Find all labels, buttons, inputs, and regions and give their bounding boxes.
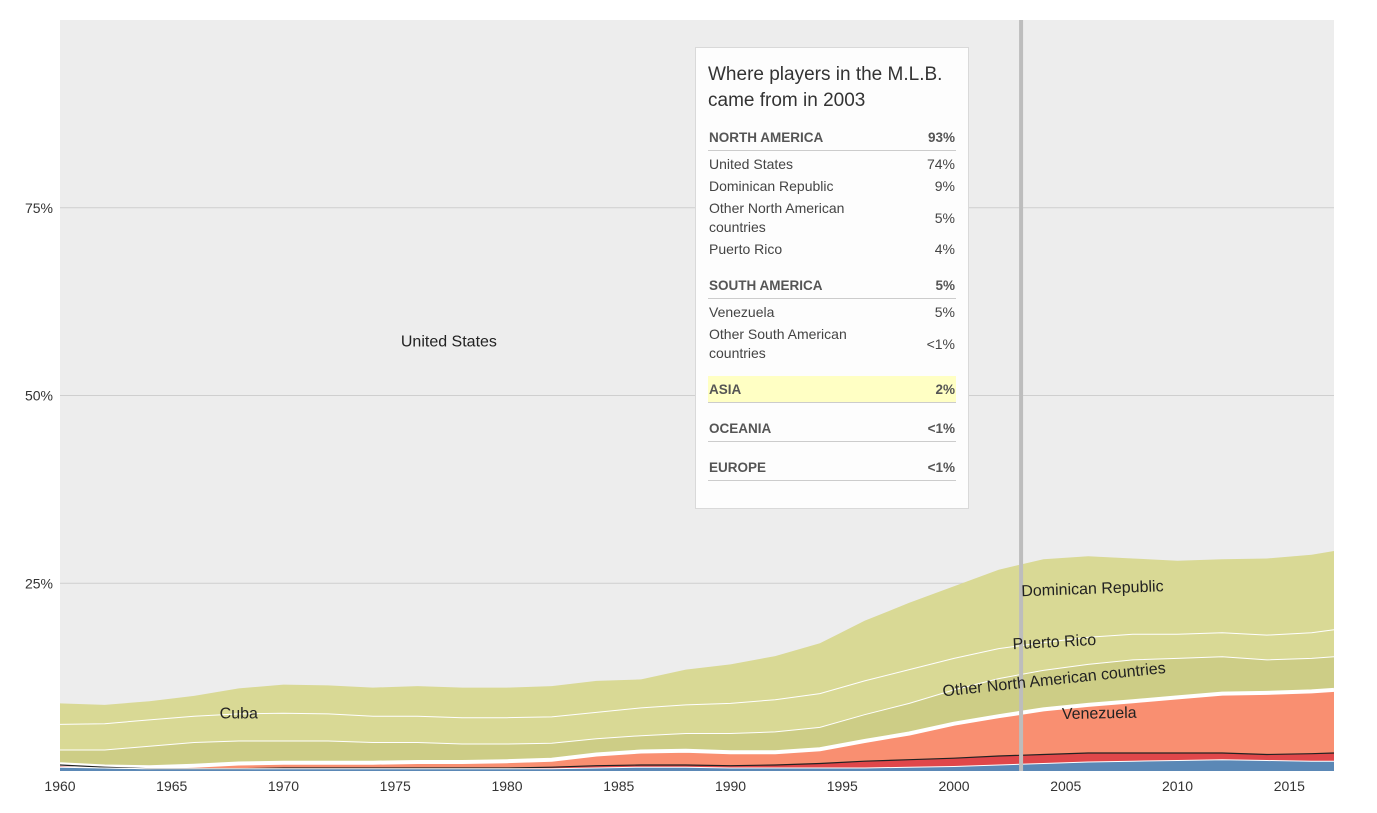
tooltip-group-header: EUROPE <1% <box>708 454 956 481</box>
tooltip-group: SOUTH AMERICA 5% Venezuela 5% Other South Am… <box>708 272 956 364</box>
tooltip-row: United States 74% <box>708 153 956 175</box>
tooltip-group-value: 5% <box>935 278 955 293</box>
tooltip-group-header: NORTH AMERICA 93% <box>708 124 956 151</box>
x-axis: 1960 1965 1970 1975 1980 1985 1990 1995 2000 2005… <box>44 778 1305 794</box>
tooltip-groups: NORTH AMERICA 93% United States 74% Dominica… <box>708 124 956 481</box>
tooltip-row-name: Venezuela <box>709 304 775 320</box>
area-other-north-america[interactable] <box>60 656 1334 768</box>
boundary-asia <box>59 759 1334 770</box>
tooltip-row-value: 5% <box>934 304 955 320</box>
x-tick-label: 1965 <box>156 778 187 794</box>
boundary-venezuela-bottom <box>59 752 1335 770</box>
tooltip-row-name: Puerto Rico <box>709 241 783 257</box>
area-boundaries <box>59 629 1335 770</box>
tooltip-group-name: OCEANIA <box>709 421 772 436</box>
region-label: Dominican Republic <box>1021 578 1164 600</box>
region-label: Cuba <box>220 705 258 722</box>
tooltip-group-value: 93% <box>927 130 955 145</box>
tooltip-group: NORTH AMERICA 93% United States 74% Dominica… <box>708 124 956 260</box>
x-tick-label: 1970 <box>268 778 299 794</box>
boundary-puerto-rico <box>59 629 1335 725</box>
tooltip-row: Dominican Republic 9% <box>708 175 956 197</box>
area-other-south-america[interactable] <box>60 753 1334 769</box>
tooltip-row: Other South American countries <1% <box>708 323 956 364</box>
tooltip-row: Other North American countries 5% <box>708 197 956 238</box>
tooltip-row-name: Dominican Republic <box>709 178 834 194</box>
tooltip-row-name: Other South American countries <box>709 326 847 361</box>
tooltip-group-header: ASIA 2% <box>708 376 956 403</box>
x-tick-label: 1980 <box>491 778 522 794</box>
tooltip-group-value: 2% <box>935 382 955 397</box>
x-tick-label: 2000 <box>938 778 969 794</box>
tooltip-group-name: SOUTH AMERICA <box>709 278 823 293</box>
y-tick-label: 75% <box>25 200 53 216</box>
boundary-other-north-america <box>60 656 1335 751</box>
y-tick-label: 50% <box>25 388 53 404</box>
tooltip-row-value: <1% <box>926 335 955 352</box>
tooltip-row-value: 9% <box>934 178 955 194</box>
x-tick-label: 1975 <box>380 778 411 794</box>
tooltip-row: Venezuela 5% <box>708 301 956 323</box>
tooltip-group-value: <1% <box>927 421 955 436</box>
region-label: Venezuela <box>1062 705 1137 723</box>
tooltip-group: OCEANIA <1% <box>708 415 956 442</box>
x-tick-label: 1960 <box>44 778 75 794</box>
x-tick-label: 1990 <box>715 778 746 794</box>
x-tick-label: 1985 <box>603 778 634 794</box>
tooltip-row-value: 74% <box>926 156 955 172</box>
tooltip-row-name: Other North American countries <box>709 200 845 235</box>
tooltip-group-header: OCEANIA <1% <box>708 415 956 442</box>
tooltip-row: Puerto Rico 4% <box>708 238 956 260</box>
tooltip-group: ASIA 2% <box>708 376 956 403</box>
year-tooltip: Where players in the M.L.B. came from in… <box>695 47 969 509</box>
region-label: United States <box>401 334 497 351</box>
tooltip-group-name: NORTH AMERICA <box>709 130 824 145</box>
x-tick-label: 2010 <box>1162 778 1193 794</box>
x-tick-label: 2005 <box>1050 778 1081 794</box>
tooltip-row-name: United States <box>709 156 794 172</box>
tooltip-group-name: ASIA <box>709 382 742 397</box>
area-puerto-rico[interactable] <box>60 629 1334 750</box>
area-asia[interactable] <box>60 759 1334 771</box>
area-venezuela[interactable] <box>60 689 1334 769</box>
area-dominican-republic[interactable] <box>60 551 1334 725</box>
region-label: Puerto Rico <box>1012 632 1096 653</box>
tooltip-row-value: 5% <box>934 209 955 226</box>
tooltip-group: EUROPE <1% <box>708 454 956 481</box>
tooltip-group-header: SOUTH AMERICA 5% <box>708 272 956 299</box>
tooltip-row-value: 4% <box>934 241 955 257</box>
x-tick-label: 1995 <box>827 778 858 794</box>
tooltip-group-value: <1% <box>927 460 955 475</box>
x-tick-label: 2015 <box>1274 778 1305 794</box>
boundary-north-south-america <box>59 687 1335 770</box>
y-tick-label: 25% <box>25 575 53 591</box>
y-axis: 25% 50% 75% <box>25 200 53 592</box>
tooltip-group-name: EUROPE <box>709 460 767 475</box>
area-layers <box>60 551 1334 771</box>
tooltip-title: Where players in the M.L.B. came from in… <box>708 64 943 111</box>
